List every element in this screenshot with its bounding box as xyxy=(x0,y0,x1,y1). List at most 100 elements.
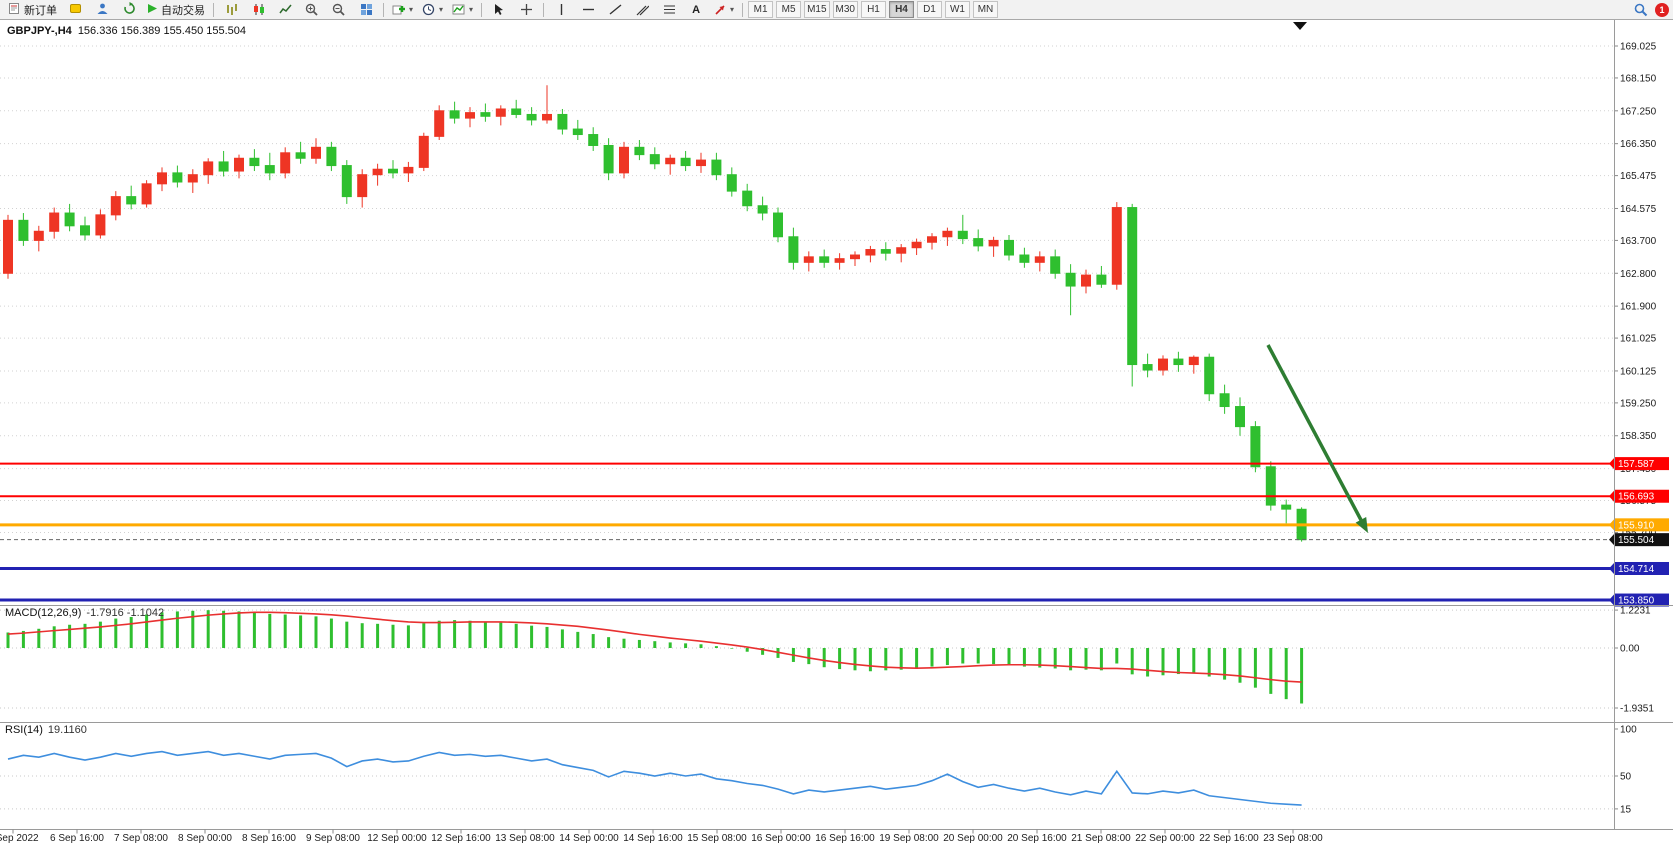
tile-windows-button[interactable] xyxy=(353,0,379,20)
rsi-indicator-label: RSI(14) 19.1160 xyxy=(5,724,87,736)
search-button[interactable] xyxy=(1628,0,1654,20)
arrows-button[interactable]: ▾ xyxy=(710,0,738,20)
svg-text:5 Sep 2022: 5 Sep 2022 xyxy=(0,833,39,843)
timeframe-m5-button[interactable]: M5 xyxy=(776,1,802,18)
chart-symbol: GBPJPY-,H4 xyxy=(7,25,72,37)
trendline-icon xyxy=(609,4,621,15)
zoom-in-icon xyxy=(305,3,318,16)
svg-text:154.714: 154.714 xyxy=(1618,564,1655,575)
search-icon xyxy=(1634,3,1648,16)
svg-text:0.00: 0.00 xyxy=(1620,644,1640,655)
channel-icon xyxy=(636,5,649,16)
autotrading-button[interactable]: 自动交易 xyxy=(143,0,209,20)
svg-text:163.700: 163.700 xyxy=(1620,236,1657,247)
svg-text:50: 50 xyxy=(1620,772,1632,783)
time-axis[interactable]: 5 Sep 2022 6 Sep 16:00 7 Sep 08:00 8 Sep 00… xyxy=(0,829,1323,843)
svg-text:14 Sep 16:00: 14 Sep 16:00 xyxy=(623,833,683,843)
svg-text:20 Sep 00:00: 20 Sep 00:00 xyxy=(943,833,1003,843)
svg-text:8 Sep 16:00: 8 Sep 16:00 xyxy=(242,833,296,843)
macd-title: MACD(12,26,9) xyxy=(5,607,82,619)
notification-badge[interactable]: 1 xyxy=(1655,2,1669,17)
svg-text:156.693: 156.693 xyxy=(1618,492,1655,503)
trend-arrow xyxy=(1266,344,1368,533)
price-label-box: 155.504 xyxy=(1609,533,1669,547)
horizontal-line-button[interactable] xyxy=(575,0,601,20)
timeframe-m1-button[interactable]: M1 xyxy=(748,1,774,18)
svg-text:165.475: 165.475 xyxy=(1620,171,1657,182)
price-gridlines xyxy=(0,45,1614,533)
bar-chart-button[interactable] xyxy=(218,0,244,20)
timeframe-h1-button[interactable]: H1 xyxy=(860,1,886,18)
trendline-button[interactable] xyxy=(602,0,628,20)
circular-arrows-icon xyxy=(123,1,136,18)
main-toolbar: 新订单 自动交易 ▾ xyxy=(0,0,1673,20)
line-chart-button[interactable] xyxy=(272,0,298,20)
text-button[interactable]: A xyxy=(692,3,701,16)
svg-text:167.250: 167.250 xyxy=(1620,106,1657,117)
new-order-button[interactable]: 新订单 xyxy=(4,0,61,20)
period-dropdown[interactable]: ▾ xyxy=(418,0,447,20)
fibonacci-button[interactable] xyxy=(656,0,682,20)
timeframe-mn-button[interactable]: MN xyxy=(972,1,998,18)
svg-text:161.900: 161.900 xyxy=(1620,302,1657,313)
timeframe-w1-button[interactable]: W1 xyxy=(944,1,970,18)
svg-text:7 Sep 08:00: 7 Sep 08:00 xyxy=(114,833,168,843)
svg-text:19 Sep 08:00: 19 Sep 08:00 xyxy=(879,833,939,843)
svg-text:158.350: 158.350 xyxy=(1620,431,1657,442)
svg-text:8 Sep 00:00: 8 Sep 00:00 xyxy=(178,833,232,843)
svg-text:15: 15 xyxy=(1620,804,1632,815)
svg-text:164.575: 164.575 xyxy=(1620,204,1657,215)
refresh-button[interactable] xyxy=(116,0,142,20)
macd-pane: 1.2231 0.00 -1.9351 xyxy=(0,606,1654,714)
macd-indicator-label: MACD(12,26,9) -1.7916 -1.1042 xyxy=(5,607,164,619)
svg-text:157.587: 157.587 xyxy=(1618,459,1655,470)
market-button[interactable] xyxy=(89,0,115,20)
timeframe-d1-button[interactable]: D1 xyxy=(916,1,942,18)
toolbar-separator xyxy=(742,2,744,17)
timeframe-m15-button[interactable]: M15 xyxy=(804,1,830,18)
svg-text:12 Sep 16:00: 12 Sep 16:00 xyxy=(431,833,491,843)
clock-icon xyxy=(422,3,435,16)
play-icon xyxy=(147,3,158,17)
svg-text:6 Sep 16:00: 6 Sep 16:00 xyxy=(50,833,104,843)
svg-text:22 Sep 00:00: 22 Sep 00:00 xyxy=(1135,833,1195,843)
svg-text:161.025: 161.025 xyxy=(1620,334,1657,345)
indicators-dropdown[interactable]: ▾ xyxy=(448,0,477,20)
zoom-out-icon xyxy=(332,3,345,16)
svg-text:162.800: 162.800 xyxy=(1620,269,1657,280)
svg-text:21 Sep 08:00: 21 Sep 08:00 xyxy=(1071,833,1131,843)
channel-button[interactable] xyxy=(629,0,655,20)
svg-text:168.150: 168.150 xyxy=(1620,73,1657,84)
zoom-out-button[interactable] xyxy=(326,0,352,20)
timeframe-m30-button[interactable]: M30 xyxy=(832,1,858,18)
timeframe-h4-button[interactable]: H4 xyxy=(888,1,914,18)
vertical-line-button[interactable] xyxy=(548,0,574,20)
price-label-box: 156.693 xyxy=(1609,489,1669,503)
svg-text:155.504: 155.504 xyxy=(1618,535,1655,546)
zoom-in-button[interactable] xyxy=(299,0,325,20)
svg-text:100: 100 xyxy=(1620,725,1637,736)
svg-text:15 Sep 08:00: 15 Sep 08:00 xyxy=(687,833,747,843)
new-chart-icon xyxy=(392,5,405,15)
rsi-value: 19.1160 xyxy=(47,724,87,736)
svg-text:166.350: 166.350 xyxy=(1620,139,1657,150)
metaeditor-button[interactable] xyxy=(62,0,88,20)
candlestick-chart-button[interactable] xyxy=(245,0,271,20)
fibonacci-icon xyxy=(663,5,675,14)
toolbar-separator xyxy=(213,2,214,17)
svg-text:169.025: 169.025 xyxy=(1620,42,1657,53)
svg-text:22 Sep 16:00: 22 Sep 16:00 xyxy=(1199,833,1259,843)
svg-text:20 Sep 16:00: 20 Sep 16:00 xyxy=(1007,833,1067,843)
svg-text:13 Sep 08:00: 13 Sep 08:00 xyxy=(495,833,555,843)
macd-values: -1.7916 -1.1042 xyxy=(86,607,165,619)
chart-shift-marker xyxy=(1293,22,1307,30)
new-chart-dropdown[interactable]: ▾ xyxy=(388,0,417,20)
chevron-down-icon: ▾ xyxy=(409,5,414,14)
crosshair-button[interactable] xyxy=(513,0,539,20)
svg-text:160.125: 160.125 xyxy=(1620,366,1657,377)
svg-text:-1.9351: -1.9351 xyxy=(1620,703,1654,714)
vertical-line-icon xyxy=(560,4,562,15)
chevron-down-icon: ▾ xyxy=(439,5,444,14)
cursor-button[interactable] xyxy=(486,0,512,20)
